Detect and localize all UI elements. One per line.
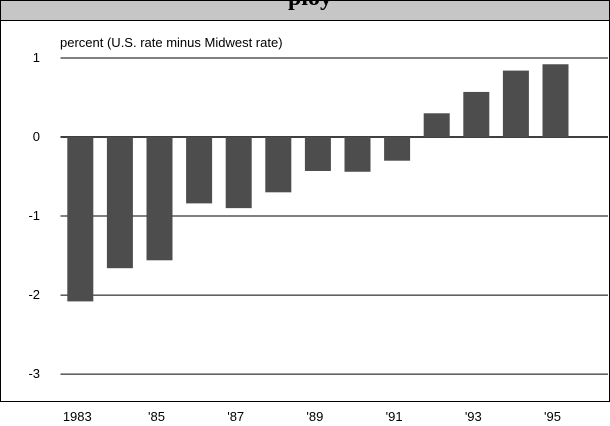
x-tick-label: '89 [306, 409, 323, 424]
bar [265, 136, 292, 193]
bar [186, 136, 213, 204]
y-tick-label: -1 [28, 208, 40, 223]
bar [463, 91, 490, 137]
x-tick-label: '93 [465, 409, 482, 424]
chart-title: ploy [288, 0, 332, 11]
x-tick-label: '95 [544, 409, 561, 424]
y-tick-label: -2 [28, 287, 40, 302]
y-tick-label: 1 [33, 50, 40, 65]
x-tick-label: 1983 [63, 409, 92, 424]
bar [344, 136, 371, 172]
bar [384, 136, 411, 161]
x-tick-label: '91 [386, 409, 403, 424]
bar [542, 64, 569, 137]
bar [502, 70, 529, 137]
x-tick-label: '85 [148, 409, 165, 424]
bar [225, 136, 252, 209]
x-tick-label: '87 [227, 409, 244, 424]
bar [304, 136, 331, 171]
y-tick-label: -3 [28, 366, 40, 381]
chart-subtitle: percent (U.S. rate minus Midwest rate) [60, 35, 283, 50]
bar [423, 113, 450, 137]
bar [67, 136, 94, 302]
bar [146, 136, 173, 261]
bar [106, 136, 133, 269]
y-tick-label: 0 [33, 129, 40, 144]
